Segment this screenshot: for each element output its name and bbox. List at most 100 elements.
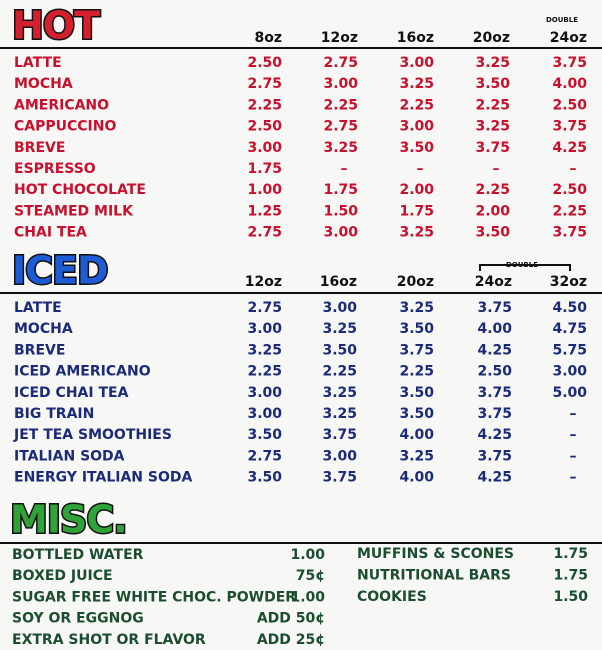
item-price: 2.75 — [247, 76, 282, 92]
item-name: AMERICANO — [14, 97, 109, 113]
item-price: 3.75 — [477, 385, 512, 401]
item-price: 1.00 — [290, 589, 325, 605]
item-price: 2.75 — [323, 119, 358, 135]
item-price: 3.25 — [247, 342, 282, 358]
item-price: 3.75 — [322, 470, 357, 486]
item-price: 5.00 — [552, 385, 587, 401]
item-price: 4.00 — [399, 427, 434, 443]
item-price: 2.50 — [247, 119, 282, 135]
item-name: STEAMED MILK — [14, 203, 134, 219]
item-price: 3.00 — [247, 385, 282, 401]
item-name: MOCHA — [14, 76, 73, 92]
item-price: 3.50 — [399, 140, 434, 156]
item-name: COOKIES — [357, 589, 427, 605]
item-price: 2.25 — [399, 364, 434, 380]
item-price: 1.50 — [553, 589, 588, 605]
item-name: SUGAR FREE WHITE CHOC. POWDER — [12, 589, 296, 605]
item-price: 1.75 — [399, 203, 434, 219]
item-name: BREVE — [14, 342, 65, 358]
item-price: 3.75 — [552, 55, 587, 71]
item-name: BIG TRAIN — [14, 406, 94, 422]
item-price: 4.00 — [552, 76, 587, 92]
item-price: 1.00 — [247, 182, 282, 198]
item-price: 2.25 — [475, 182, 510, 198]
item-price: 3.25 — [475, 55, 510, 71]
item-price: 3.50 — [475, 76, 510, 92]
item-name: BOTTLED WATER — [12, 547, 144, 563]
item-name: LATTE — [14, 300, 62, 316]
item-price: – — [570, 161, 577, 177]
item-price: – — [570, 470, 577, 486]
item-name: CHAI TEA — [14, 225, 87, 241]
item-price: 2.25 — [399, 97, 434, 113]
item-price: 1.25 — [247, 203, 282, 219]
item-price: ADD 25¢ — [257, 632, 325, 648]
item-price: 3.25 — [475, 119, 510, 135]
item-price: 1.00 — [290, 547, 325, 563]
size-header: 12oz — [245, 274, 282, 290]
item-price: – — [417, 161, 424, 177]
item-price: 3.00 — [247, 406, 282, 422]
item-price: 4.25 — [477, 342, 512, 358]
item-price: 2.25 — [247, 97, 282, 113]
double-label: DOUBLE — [506, 261, 538, 269]
size-header: 32oz — [550, 274, 587, 290]
item-price: 3.25 — [399, 300, 434, 316]
item-price: 1.75 — [553, 546, 588, 562]
item-price: 4.00 — [477, 321, 512, 337]
item-price: 3.25 — [322, 406, 357, 422]
item-price: 3.25 — [322, 385, 357, 401]
size-header: 24oz — [550, 30, 587, 46]
item-name: ICED CHAI TEA — [14, 385, 129, 401]
item-price: 3.50 — [247, 470, 282, 486]
item-price: 3.50 — [475, 225, 510, 241]
item-price: 1.50 — [323, 203, 358, 219]
item-price: 3.75 — [477, 448, 512, 464]
item-price: 3.00 — [247, 140, 282, 156]
item-price: 3.25 — [399, 76, 434, 92]
item-price: 3.50 — [247, 427, 282, 443]
item-name: BOXED JUICE — [12, 568, 113, 584]
size-header: 20oz — [473, 30, 510, 46]
item-price: 2.75 — [247, 225, 282, 241]
item-price: 2.75 — [247, 448, 282, 464]
item-price: – — [570, 427, 577, 443]
item-price: 75¢ — [296, 568, 325, 584]
item-price: 2.00 — [399, 182, 434, 198]
item-price: 2.25 — [247, 364, 282, 380]
item-price: 3.00 — [552, 364, 587, 380]
item-price: 3.75 — [399, 342, 434, 358]
section-title: ICED — [12, 249, 108, 293]
item-price: 2.00 — [475, 203, 510, 219]
item-name: HOT CHOCOLATE — [14, 182, 146, 198]
item-price: 3.75 — [552, 119, 587, 135]
item-price: 3.25 — [399, 225, 434, 241]
item-price: 3.75 — [477, 300, 512, 316]
item-price: 2.25 — [552, 203, 587, 219]
item-price: 2.25 — [475, 97, 510, 113]
size-header: 8oz — [254, 30, 282, 46]
item-price: 3.00 — [399, 119, 434, 135]
item-price: 4.75 — [552, 321, 587, 337]
item-price: 3.00 — [322, 448, 357, 464]
item-price: – — [570, 448, 577, 464]
item-price: 2.75 — [323, 55, 358, 71]
item-name: ESPRESSO — [14, 161, 96, 177]
item-price: 3.25 — [399, 448, 434, 464]
item-price: 3.75 — [477, 406, 512, 422]
section-title: HOT — [12, 4, 100, 48]
size-header: 24oz — [475, 274, 512, 290]
item-price: 3.50 — [322, 342, 357, 358]
item-price: 4.00 — [399, 470, 434, 486]
item-price: 3.50 — [399, 385, 434, 401]
item-price: 2.50 — [552, 97, 587, 113]
item-name: ICED AMERICANO — [14, 364, 151, 380]
item-price: 1.75 — [323, 182, 358, 198]
item-name: MUFFINS & SCONES — [357, 546, 514, 562]
item-price: 2.75 — [247, 300, 282, 316]
item-price: 3.75 — [322, 427, 357, 443]
item-price: 3.00 — [322, 300, 357, 316]
item-price: 4.50 — [552, 300, 587, 316]
item-price: 3.75 — [475, 140, 510, 156]
item-price: 3.75 — [552, 225, 587, 241]
